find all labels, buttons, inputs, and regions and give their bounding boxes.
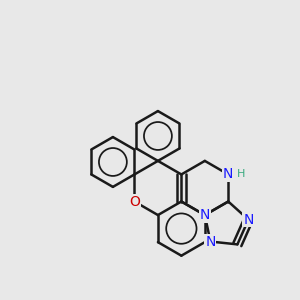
Text: O: O [129,194,140,208]
Text: N: N [205,235,216,248]
Text: N: N [243,213,254,226]
Text: H: H [236,169,245,179]
Text: N: N [223,167,233,182]
Text: N: N [200,208,210,222]
